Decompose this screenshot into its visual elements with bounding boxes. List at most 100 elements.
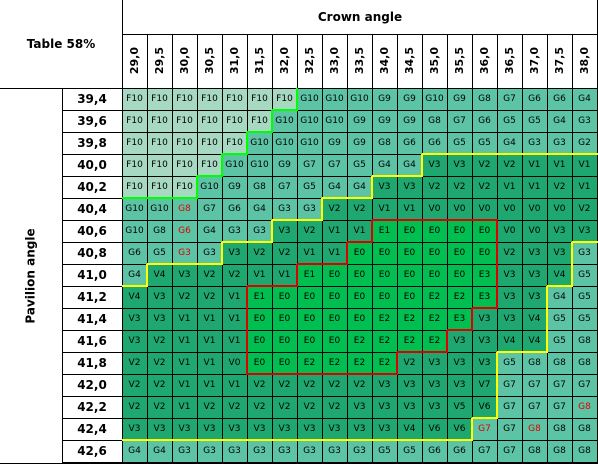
grade-cell: E0: [422, 264, 447, 286]
zone-boundary: [247, 131, 273, 133]
grade-cell: V2: [472, 154, 497, 176]
zone-boundary: [122, 285, 148, 287]
zone-boundary: [122, 439, 148, 441]
grid-line: [62, 132, 597, 133]
grade-cell: G10: [422, 88, 447, 110]
zone-boundary: [497, 153, 523, 155]
grade-cell: V3: [172, 418, 197, 440]
pavilion-angle-header: 39,6: [77, 114, 107, 128]
grade-cell: V4: [122, 286, 147, 308]
zone-boundary: [322, 373, 348, 375]
zone-boundary: [422, 153, 448, 155]
grid-line: [297, 34, 298, 462]
grade-cell: V1: [322, 242, 347, 264]
grade-cell: V3: [122, 308, 147, 330]
grade-cell: V3: [147, 418, 172, 440]
grade-cell: E0: [322, 286, 347, 308]
grade-cell: G5: [497, 110, 522, 132]
pavilion-angle-header: 41,0: [77, 268, 107, 282]
crown-angle-value: 32,5: [303, 47, 316, 75]
grade-cell: E1: [297, 264, 322, 286]
crown-angle-header: 34,0: [372, 34, 397, 88]
grade-cell: V3: [472, 330, 497, 352]
pavilion-angle-header: 39,8: [77, 136, 107, 150]
zone-boundary: [572, 153, 598, 155]
grade-cell: G10: [272, 110, 297, 132]
grade-cell: G7: [472, 418, 497, 440]
pavilion-angle-header: 40,0: [77, 158, 107, 172]
grade-cell: G4: [347, 176, 372, 198]
grade-cell: V2: [272, 374, 297, 396]
grade-cell: V3: [347, 418, 372, 440]
grade-cell: G10: [122, 220, 147, 242]
grade-cell: E3: [472, 264, 497, 286]
grade-cell: G8: [472, 88, 497, 110]
grade-cell: V2: [497, 242, 522, 264]
zone-boundary: [472, 153, 498, 155]
grade-cell: V3: [422, 374, 447, 396]
grade-cell: E0: [422, 220, 447, 242]
zone-boundary: [272, 285, 298, 287]
grade-cell: V3: [472, 352, 497, 374]
grade-cell: G3: [247, 220, 272, 242]
grade-cell: F10: [222, 110, 247, 132]
grade-cell: G8: [247, 176, 272, 198]
grade-cell: G8: [147, 220, 172, 242]
grade-cell: V4: [497, 330, 522, 352]
grade-cell: E0: [247, 308, 272, 330]
grade-cell: G4: [547, 286, 572, 308]
grade-cell: V1: [247, 264, 272, 286]
grid-line: [472, 34, 473, 462]
grade-cell: G7: [547, 374, 572, 396]
grade-cell: V2: [122, 374, 147, 396]
grade-cell: V3: [547, 220, 572, 242]
grade-cell: G5: [522, 110, 547, 132]
grade-cell: V0: [522, 220, 547, 242]
crown-angle-value: 34,5: [403, 47, 416, 75]
grade-cell: E0: [322, 264, 347, 286]
pavilion-angle-header: 40,4: [77, 202, 107, 216]
grade-cell: G5: [547, 330, 572, 352]
grade-cell: V2: [272, 396, 297, 418]
zone-boundary: [496, 242, 498, 265]
grade-cell: E0: [272, 286, 297, 308]
grade-cell: G9: [397, 110, 422, 132]
grade-cell: G3: [572, 110, 597, 132]
crown-angle-value: 31,5: [253, 47, 266, 75]
grade-cell: V1: [172, 352, 197, 374]
grade-cell: V3: [522, 264, 547, 286]
grade-cell: V3: [272, 418, 297, 440]
crown-angle-value: 37,5: [553, 47, 566, 75]
grade-cell: F10: [122, 176, 147, 198]
zone-boundary: [496, 286, 498, 309]
zone-boundary: [572, 241, 598, 243]
zone-boundary: [297, 219, 323, 221]
grade-cell: E0: [397, 220, 422, 242]
grade-cell: V3: [447, 374, 472, 396]
grade-cell: V3: [372, 396, 397, 418]
grade-cell: G3: [222, 440, 247, 462]
grid-line: [62, 220, 597, 221]
grid-line: [62, 176, 597, 177]
zone-boundary: [372, 439, 398, 441]
grade-cell: V1: [547, 154, 572, 176]
zone-boundary: [246, 352, 248, 375]
grade-cell: V2: [172, 286, 197, 308]
grade-cell: V1: [222, 330, 247, 352]
grade-cell: G4: [372, 154, 397, 176]
grade-cell: V3: [197, 418, 222, 440]
grade-cell: E0: [422, 242, 447, 264]
grade-cell: F10: [122, 110, 147, 132]
grade-cell: V3: [397, 396, 422, 418]
grade-cell: F10: [272, 88, 297, 110]
grade-cell: V1: [197, 330, 222, 352]
grade-cell: V2: [197, 264, 222, 286]
crown-angle-header: 35,5: [447, 34, 472, 88]
grade-cell: V3: [272, 220, 297, 242]
grid-line: [62, 330, 597, 331]
grade-cell: F10: [147, 154, 172, 176]
zone-boundary: [546, 286, 548, 309]
grid-line: [62, 242, 597, 243]
grade-cell: E0: [397, 286, 422, 308]
grid-line: [62, 154, 597, 155]
